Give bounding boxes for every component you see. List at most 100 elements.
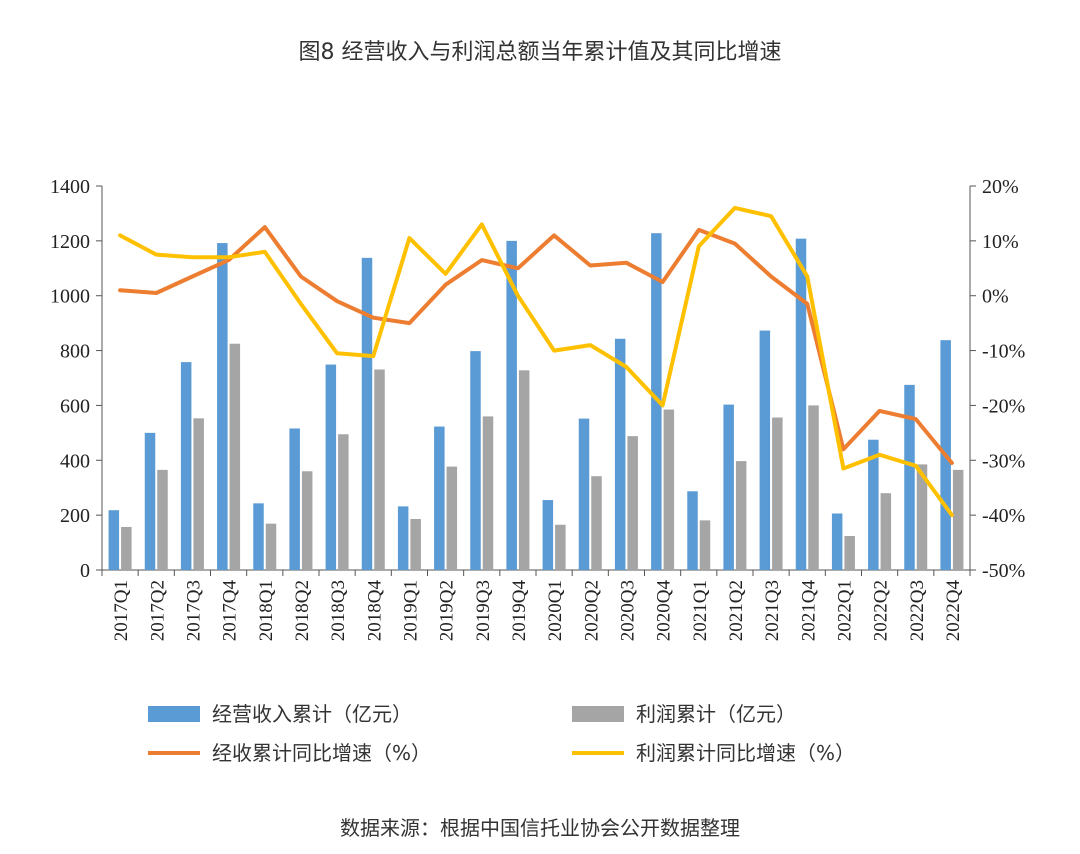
right-tick-label: -10%	[982, 341, 1025, 363]
x-category-label: 2019Q1	[400, 580, 421, 641]
x-tick-labels: 2017Q1 2017Q2 2017Q3 2017Q4 2018Q1 2018Q2 2018…	[111, 580, 964, 642]
right-tick-label: -40%	[982, 505, 1025, 527]
revenue-bar	[217, 243, 228, 570]
revenue-bar	[904, 384, 915, 570]
x-category-label: 2018Q4	[364, 580, 385, 642]
profit-bar	[772, 417, 783, 570]
legend-profit-swatch	[572, 706, 624, 722]
profit-bar	[265, 523, 277, 570]
legend-revenue-swatch	[148, 706, 200, 722]
x-category-label: 2018Q2	[292, 580, 313, 641]
chart-title: 图8 经营收入与利润总额当年累计值及其同比增速	[298, 40, 782, 65]
profit-bar	[482, 416, 494, 570]
revenue-bar	[144, 432, 156, 570]
revenue-bar	[831, 513, 843, 570]
x-category-label: 2021Q1	[690, 580, 711, 641]
left-tick-label: 1200	[50, 231, 90, 253]
left-tick-label: 1400	[50, 176, 90, 198]
profit-bar	[446, 466, 458, 570]
x-category-label: 2022Q2	[871, 580, 892, 641]
left-tick-label: 600	[60, 395, 90, 417]
x-category-label: 2022Q3	[907, 580, 928, 641]
bars	[108, 233, 964, 571]
x-category-label: 2019Q3	[473, 580, 494, 641]
revenue-bar	[795, 238, 807, 571]
revenue-bar	[180, 362, 192, 570]
profit-bar	[880, 493, 892, 570]
x-category-label: 2022Q1	[834, 580, 855, 641]
legend-revenue: 经营收入累计（亿元）	[148, 702, 412, 726]
x-category-label: 2017Q2	[147, 580, 168, 641]
profit-bar	[699, 520, 711, 570]
profit-bar	[808, 405, 819, 570]
profit-bar	[916, 464, 928, 570]
legend-profit-label: 利润累计（亿元）	[636, 702, 796, 726]
x-category-label: 2017Q3	[183, 580, 204, 641]
left-tick-label: 400	[60, 450, 90, 472]
legend-revenue-growth-label: 经收累计同比增速（%）	[212, 741, 431, 765]
profit-bar	[229, 343, 241, 570]
profit-bar	[952, 469, 964, 570]
x-category-label: 2022Q4	[943, 580, 964, 642]
legend-profit-growth: 利润累计同比增速（%）	[572, 741, 855, 765]
x-category-label: 2020Q3	[617, 580, 638, 641]
x-category-label: 2021Q2	[726, 580, 747, 641]
profit-bar	[157, 469, 168, 570]
revenue-bar	[614, 338, 626, 570]
x-category-label: 2019Q4	[509, 580, 530, 642]
x-category-label: 2020Q4	[654, 580, 675, 642]
chart-canvas: 0 200 400 600 800 1000 1200 1400 20% 10% 0% -10% -20…	[50, 176, 1025, 765]
left-tick-label: 800	[60, 341, 90, 363]
revenue-bar	[325, 364, 337, 570]
profit-bar	[844, 535, 855, 570]
profit-growth-line	[118, 205, 954, 518]
revenue-bar	[687, 491, 698, 570]
revenue-bar	[868, 439, 879, 570]
profit-bar	[735, 461, 747, 570]
revenue-bar	[759, 330, 771, 570]
profit-bar	[410, 518, 421, 570]
legend-revenue-growth: 经收累计同比增速（%）	[148, 741, 431, 765]
revenue-bar	[289, 428, 300, 570]
source-note: 数据来源：根据中国信托业协会公开数据整理	[340, 816, 740, 840]
revenue-growth-line	[118, 225, 954, 465]
x-category-label: 2017Q4	[220, 580, 241, 642]
profit-bar	[121, 526, 132, 570]
profit-bar	[374, 369, 385, 570]
axes: 0 200 400 600 800 1000 1200 1400 20% 10% 0% -10% -20…	[50, 176, 1025, 582]
revenue-bar	[506, 240, 517, 570]
profit-bar	[663, 409, 675, 570]
profit-bar	[555, 524, 566, 570]
legend: 经营收入累计（亿元） 利润累计（亿元） 经收累计同比增速（%） 利润累计同比增速（%）	[148, 702, 855, 765]
revenue-bar	[361, 257, 373, 570]
profit-bar	[518, 370, 530, 570]
right-tick-label: -50%	[982, 560, 1025, 582]
revenue-bar	[470, 351, 481, 570]
revenue-bar	[723, 404, 734, 570]
x-category-label: 2017Q1	[111, 580, 132, 641]
right-tick-label: 20%	[982, 176, 1019, 198]
profit-bar	[591, 476, 602, 570]
profit-bar	[338, 434, 349, 570]
profit-bar	[301, 471, 313, 570]
profit-bar	[193, 418, 204, 570]
revenue-bar	[397, 506, 409, 570]
revenue-bar	[578, 418, 590, 570]
left-tick-label: 0	[80, 560, 90, 582]
revenue-bar	[108, 510, 120, 570]
x-category-label: 2021Q4	[798, 580, 819, 642]
right-tick-label: -30%	[982, 450, 1025, 472]
right-tick-label: 0%	[982, 286, 1009, 308]
legend-profit-growth-label: 利润累计同比增速（%）	[636, 741, 855, 765]
profit-bar	[627, 436, 638, 570]
x-category-label: 2018Q1	[256, 580, 277, 641]
x-category-label: 2018Q3	[328, 580, 349, 641]
revenue-bar	[434, 426, 445, 570]
x-category-label: 2019Q2	[437, 580, 458, 641]
right-tick-label: -20%	[982, 395, 1025, 417]
x-category-label: 2020Q2	[581, 580, 602, 641]
lines	[118, 205, 954, 518]
revenue-bar	[253, 503, 264, 570]
right-tick-label: 10%	[982, 231, 1019, 253]
revenue-bar	[542, 500, 554, 570]
